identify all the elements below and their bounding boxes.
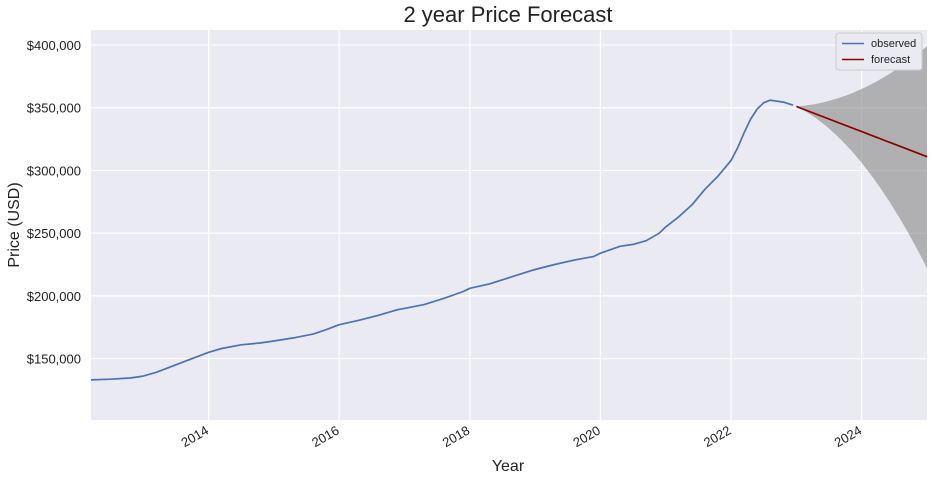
series-layer	[90, 99, 928, 381]
x-tick-label: 2022	[701, 423, 734, 450]
y-axis-label: Price (USD)	[6, 182, 23, 267]
y-tick-label: $350,000	[27, 101, 81, 116]
confidence-interval-layer	[796, 46, 927, 269]
x-axis-label: Year	[492, 458, 525, 475]
legend-box	[835, 32, 923, 71]
series-line-observed	[90, 99, 794, 381]
y-tick-label: $250,000	[27, 226, 81, 241]
x-tick-label: 2024	[832, 423, 865, 450]
x-tick-label: 2020	[570, 423, 603, 450]
chart-title: 2 year Price Forecast	[403, 2, 612, 27]
forecast-confidence-band	[796, 46, 927, 269]
x-tick-label: 2014	[179, 423, 212, 450]
series-line-forecast	[796, 105, 928, 158]
y-tick-label: $400,000	[27, 38, 81, 53]
y-tick-label: $150,000	[27, 352, 81, 367]
legend-label-observed: observed	[871, 38, 916, 50]
x-tick-label: 2018	[440, 423, 473, 450]
legend-label-forecast: forecast	[871, 54, 910, 66]
x-axis-ticks: 2014 2016 2018 2020 2022 2024	[179, 423, 865, 450]
plot-area	[91, 30, 927, 420]
y-axis-ticks: $150,000 $200,000 $250,000 $300,000 $350,000…	[27, 38, 81, 367]
x-tick-label: 2016	[309, 423, 342, 450]
y-tick-label: $300,000	[27, 163, 81, 178]
y-tick-label: $200,000	[27, 289, 81, 304]
legend: observed forecast	[835, 32, 923, 71]
